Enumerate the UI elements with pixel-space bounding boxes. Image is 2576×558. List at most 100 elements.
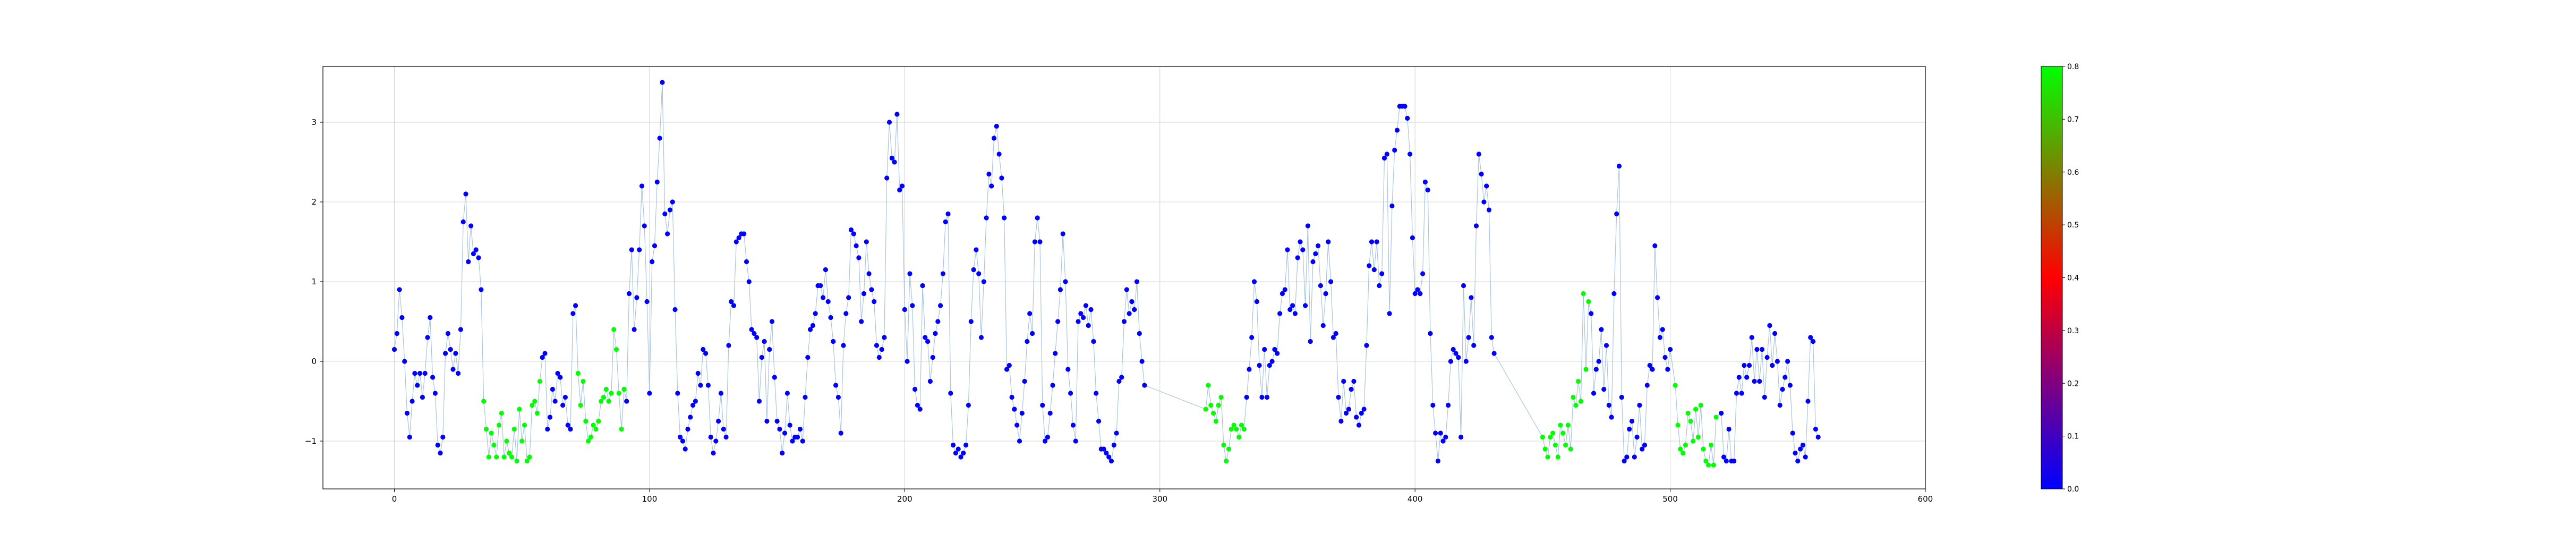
data-point [603,386,609,392]
data-point [657,136,662,141]
data-point [1226,446,1232,452]
data-point [1422,179,1428,185]
data-point [1055,319,1061,324]
data-point [1206,383,1211,388]
data-point [1356,422,1362,428]
data-point [741,231,747,236]
data-point [759,354,764,360]
data-point [854,243,859,249]
y-tick-label: 1 [311,277,317,286]
data-point [593,426,599,432]
data-point [1754,346,1760,352]
data-point [1405,115,1410,121]
data-point [736,235,741,241]
data-point [1073,438,1078,444]
data-point [1428,331,1433,336]
data-point [1387,311,1392,316]
data-point [1721,454,1727,460]
data-point [1668,346,1673,352]
data-point [422,370,428,376]
data-point [961,450,966,456]
data-point [1203,407,1208,412]
data-point [1746,362,1752,368]
data-point [1037,239,1043,244]
data-point [1622,458,1627,464]
data-point [1371,267,1377,273]
data-point [432,391,438,396]
data-point [1471,343,1477,348]
data-point [1298,239,1303,244]
data-point [1548,434,1553,440]
connecting-line [394,82,1819,466]
data-point [596,418,601,424]
data-point [892,159,897,165]
data-point [1673,383,1678,388]
data-point [953,450,958,456]
data-point [1282,287,1287,292]
data-point [1290,303,1295,308]
data-point [624,399,629,404]
data-point [435,442,440,448]
data-point [856,255,861,260]
data-point [1218,394,1224,400]
data-point [915,402,920,408]
data-point [925,339,931,344]
data-point [443,351,448,356]
data-point [1287,307,1293,312]
data-point [654,179,660,185]
data-point [989,183,994,189]
data-point [1555,454,1560,460]
data-point [650,259,655,265]
data-point [1558,422,1563,428]
data-point [1808,335,1813,340]
data-point [999,175,1004,181]
data-point [1381,155,1387,161]
data-point [1081,315,1086,320]
data-point [1435,458,1440,464]
data-point [1647,362,1652,368]
data-point [772,375,777,380]
data-point [573,303,578,308]
data-point [501,454,507,460]
data-point [948,391,953,396]
data-point [1489,335,1494,340]
data-point [575,370,581,376]
data-point [1323,291,1328,297]
data-point [1096,418,1102,424]
colorbar-tick-label: 0.3 [2067,327,2079,335]
data-point [511,426,517,432]
data-point [923,335,928,340]
colorbar-tick-label: 0.1 [2067,433,2079,441]
x-tick-label: 0 [392,494,397,504]
data-point [1627,426,1632,432]
data-point [1662,354,1668,360]
data-point [787,422,792,428]
data-point [420,394,425,400]
data-point [1461,283,1466,289]
data-point [1805,399,1811,404]
data-point [1259,394,1265,400]
data-point [517,407,522,412]
data-point [1803,454,1808,460]
data-point [767,346,772,352]
data-point [1790,430,1795,436]
data-point [534,410,540,416]
data-point [1542,446,1548,452]
data-point [1336,394,1341,400]
data-point [902,307,907,312]
data-point [463,191,468,197]
data-point [1104,450,1109,456]
data-point [1693,407,1699,412]
data-point [907,271,912,276]
data-point [1571,394,1576,400]
data-point [1320,323,1326,328]
x-tick-label: 100 [642,494,658,504]
data-point [652,243,658,249]
data-point [1114,430,1119,436]
data-point [1795,458,1801,464]
data-point [882,335,887,340]
data-point [402,359,407,364]
data-point [1463,359,1469,364]
data-point [1106,454,1112,460]
data-point [1603,343,1609,348]
